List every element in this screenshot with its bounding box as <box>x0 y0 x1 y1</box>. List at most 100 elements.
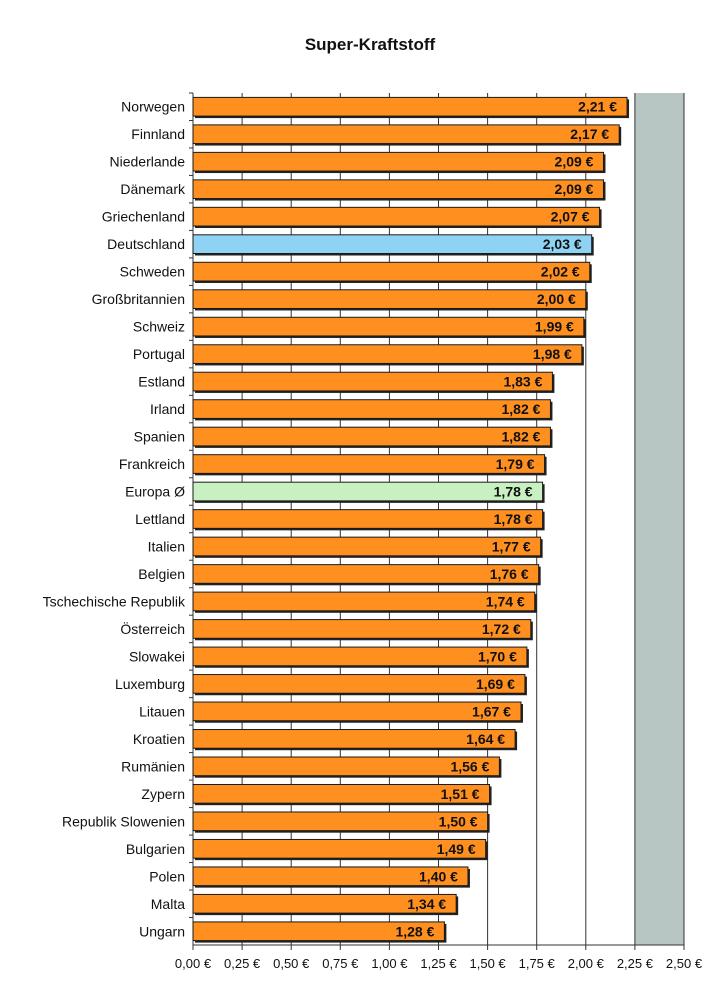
bar <box>192 96 628 117</box>
category-label: Republik Slowenien <box>62 813 185 829</box>
bar <box>192 371 553 392</box>
data-label: 1,70 € <box>478 648 517 664</box>
bar <box>192 701 522 722</box>
bar <box>192 261 591 282</box>
category-label: Niederlande <box>110 154 186 170</box>
data-label: 1,98 € <box>533 346 572 362</box>
data-label: 1,34 € <box>407 896 446 912</box>
category-label: Tschechische Republik <box>43 593 186 609</box>
x-tick-label: 1,75 € <box>519 956 556 971</box>
data-label: 2,07 € <box>551 209 590 225</box>
data-label: 1,82 € <box>502 401 541 417</box>
data-label: 1,99 € <box>535 319 574 335</box>
bar <box>192 756 500 777</box>
bar <box>192 316 585 337</box>
category-label: Bulgarien <box>126 841 185 857</box>
bar <box>192 866 469 887</box>
chart-title: Super-Kraftstoff <box>305 35 436 54</box>
bar <box>192 399 551 419</box>
data-label: 1,50 € <box>439 813 478 829</box>
data-label: 2,03 € <box>543 236 582 252</box>
category-label: Schweden <box>120 264 185 280</box>
category-label: Österreich <box>120 620 185 637</box>
bar <box>192 674 526 694</box>
category-label: Großbritannien <box>92 291 185 307</box>
category-label: Luxemburg <box>115 676 185 692</box>
data-label: 2,02 € <box>541 264 580 280</box>
category-label: Dänemark <box>120 181 186 197</box>
bar <box>192 426 551 447</box>
category-label: Estland <box>138 374 185 390</box>
category-label: Slowakei <box>129 648 185 664</box>
data-label: 1,76 € <box>490 566 529 582</box>
data-label: 1,40 € <box>419 868 458 884</box>
bar <box>192 509 544 529</box>
plot-area: Norwegen 2,21 € Finnland 2,17 € Niederlande 2… <box>43 92 703 971</box>
data-label: 1,79 € <box>496 456 535 472</box>
bar <box>192 344 583 364</box>
bar <box>192 536 542 557</box>
category-label: Finnland <box>131 126 185 142</box>
category-label: Italien <box>148 538 185 554</box>
bar <box>192 564 540 584</box>
bar <box>192 729 516 749</box>
data-label: 1,72 € <box>482 621 521 637</box>
bar <box>192 206 601 227</box>
data-label: 1,49 € <box>437 841 476 857</box>
category-label: Litauen <box>139 703 185 719</box>
category-label: Lettland <box>135 511 185 527</box>
x-tick-label: 2,25 € <box>617 956 654 971</box>
x-tick-label: 1,25 € <box>420 956 457 971</box>
category-label: Deutschland <box>107 236 185 252</box>
category-label: Frankreich <box>119 456 185 472</box>
x-tick-label: 2,00 € <box>568 956 605 971</box>
category-label: Spanien <box>134 429 185 445</box>
category-label: Kroatien <box>133 731 185 747</box>
plot-shaded-region <box>634 93 684 945</box>
data-label: 2,09 € <box>555 154 594 170</box>
data-label: 1,83 € <box>503 374 542 390</box>
data-label: 2,17 € <box>570 126 609 142</box>
bar <box>192 893 457 914</box>
data-label: 1,51 € <box>441 786 480 802</box>
x-tick-label: 2,50 € <box>666 956 703 971</box>
data-label: 1,67 € <box>472 703 511 719</box>
bar <box>192 619 532 639</box>
data-label: 2,21 € <box>578 99 617 115</box>
data-label: 2,00 € <box>537 291 576 307</box>
data-label: 1,82 € <box>502 429 541 445</box>
data-label: 1,78 € <box>494 484 533 500</box>
bar <box>192 151 604 172</box>
bar <box>192 811 489 832</box>
category-label: Polen <box>149 868 185 884</box>
bar <box>192 454 546 474</box>
category-label: Schweiz <box>133 319 185 335</box>
x-tick-label: 0,00 € <box>175 956 212 971</box>
data-label: 1,77 € <box>492 538 531 554</box>
data-label: 1,64 € <box>466 731 505 747</box>
bar <box>192 179 604 200</box>
category-label: Belgien <box>138 566 185 582</box>
bar <box>192 838 487 859</box>
category-label: Malta <box>151 896 185 912</box>
bar <box>192 921 445 942</box>
bar <box>192 481 544 502</box>
x-tick-label: 0,75 € <box>322 956 359 971</box>
x-tick-label: 0,25 € <box>224 956 261 971</box>
category-label: Rumänien <box>121 758 185 774</box>
category-label: Griechenland <box>102 209 185 225</box>
data-label: 1,74 € <box>486 593 525 609</box>
data-label: 2,09 € <box>555 181 594 197</box>
data-label: 1,28 € <box>395 923 434 939</box>
bar <box>192 591 536 612</box>
bar <box>192 646 528 667</box>
x-tick-label: 0,50 € <box>273 956 310 971</box>
category-label: Ungarn <box>139 923 185 939</box>
category-label: Norwegen <box>121 99 185 115</box>
category-label: Portugal <box>133 346 185 362</box>
bar <box>192 289 587 309</box>
data-label: 1,78 € <box>494 511 533 527</box>
data-label: 1,69 € <box>476 676 515 692</box>
bar <box>192 783 491 804</box>
